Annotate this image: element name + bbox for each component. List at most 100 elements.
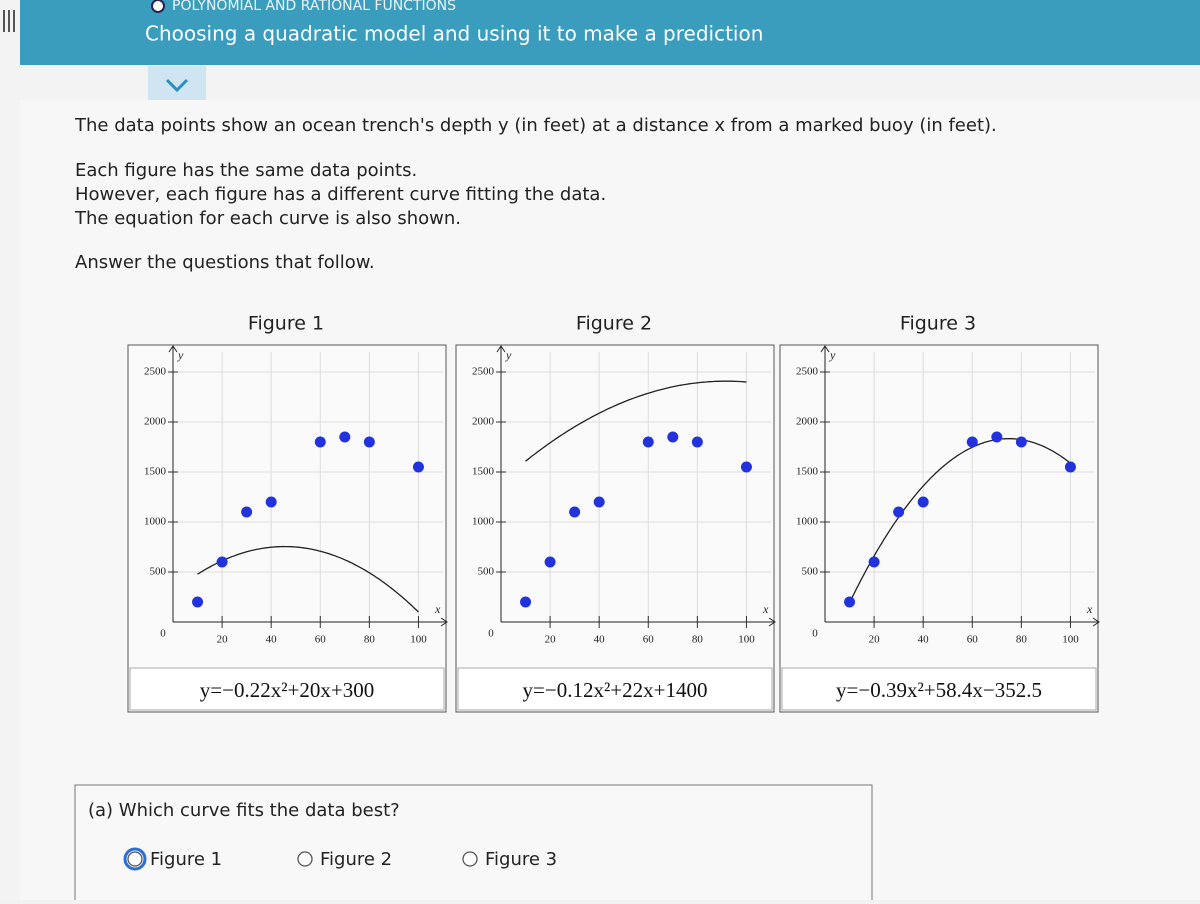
x-tick-label: 100 xyxy=(1062,634,1079,646)
option-label: Figure 2 xyxy=(320,849,392,870)
intro-description: The data points show an ocean trench's d… xyxy=(74,115,997,136)
y-tick-label: 1500 xyxy=(144,466,167,478)
x-tick-label: 100 xyxy=(738,634,755,646)
y-tick-label: 1000 xyxy=(472,516,495,528)
curve-equation: y=−0.39x²+58.4x−352.5 xyxy=(836,678,1042,702)
y-axis-arrow xyxy=(168,345,178,353)
y-tick-label: 1000 xyxy=(144,516,167,528)
chevron-icon xyxy=(165,78,189,93)
data-point xyxy=(569,506,581,518)
x-tick-label: 40 xyxy=(594,634,606,646)
data-point xyxy=(740,461,752,473)
x-tick-label: 20 xyxy=(869,634,881,646)
x-tick-label: 60 xyxy=(643,634,655,646)
topic-icon xyxy=(151,0,165,13)
topic-title: Choosing a quadratic model and using it … xyxy=(145,22,763,46)
data-point xyxy=(1015,436,1027,448)
data-point xyxy=(520,596,532,608)
x-axis-label: x xyxy=(1086,602,1093,616)
y-tick-label: 1500 xyxy=(472,466,495,478)
radio-button[interactable] xyxy=(462,851,478,867)
expand-button[interactable] xyxy=(148,66,206,102)
x-tick-label: 40 xyxy=(918,634,930,646)
data-point xyxy=(544,556,556,568)
curve-equation: y=−0.12x²+22x+1400 xyxy=(523,678,708,702)
data-point xyxy=(893,506,905,518)
intro-prompt: Answer the questions that follow. xyxy=(75,252,375,273)
y-tick-label: 1500 xyxy=(796,466,819,478)
radio-button[interactable] xyxy=(297,851,313,867)
data-point xyxy=(917,496,929,508)
y-axis-label: y xyxy=(505,348,512,362)
radio-focus-ring xyxy=(123,847,147,871)
equation-box xyxy=(457,667,773,711)
y-axis-label: y xyxy=(829,348,836,362)
data-point xyxy=(412,461,424,473)
radio-button[interactable] xyxy=(127,851,143,867)
y-tick-label: 500 xyxy=(478,566,495,578)
data-point xyxy=(991,431,1003,443)
data-point xyxy=(966,436,978,448)
data-point xyxy=(642,436,654,448)
figure-box xyxy=(779,344,1099,713)
x-tick-label: 40 xyxy=(266,634,278,646)
equation-box xyxy=(129,667,445,711)
figure-box xyxy=(127,344,447,713)
x-axis-arrow xyxy=(768,617,776,627)
data-point xyxy=(667,431,679,443)
y-tick-label: 500 xyxy=(802,566,819,578)
y-tick-label: 2000 xyxy=(796,416,819,428)
answer-option[interactable]: Figure 3 xyxy=(462,849,557,870)
data-point xyxy=(339,431,351,443)
topic-category: POLYNOMIAL AND RATIONAL FUNCTIONS xyxy=(172,0,456,14)
x-tick-label: 60 xyxy=(967,634,979,646)
equation-box xyxy=(781,667,1097,711)
data-point xyxy=(192,596,204,608)
question-box xyxy=(74,784,873,904)
x-tick-label: 20 xyxy=(217,634,229,646)
x-tick-label: 80 xyxy=(364,634,376,646)
figure-title: Figure 1 xyxy=(248,313,324,335)
x-axis-arrow xyxy=(1092,617,1100,627)
y-tick-label: 2500 xyxy=(796,366,819,378)
figure-title: Figure 2 xyxy=(576,313,652,335)
menu-icon[interactable] xyxy=(3,10,15,32)
data-point xyxy=(844,596,856,608)
y-tick-label: 2000 xyxy=(472,416,495,428)
answer-option[interactable]: Figure 2 xyxy=(297,849,392,870)
fit-curve xyxy=(848,437,1071,604)
y-axis-arrow xyxy=(820,345,830,353)
y-tick-label: 1000 xyxy=(796,516,819,528)
data-point xyxy=(363,436,375,448)
data-point xyxy=(216,556,228,568)
intro-line: The equation for each curve is also show… xyxy=(74,208,461,229)
data-point xyxy=(593,496,605,508)
data-point xyxy=(265,496,277,508)
y-tick-label: 2000 xyxy=(144,416,167,428)
x-tick-label: 20 xyxy=(545,634,557,646)
data-point xyxy=(241,506,253,518)
intro-line: However, each figure has a different cur… xyxy=(75,184,606,205)
option-label: Figure 3 xyxy=(485,849,557,870)
header-bar xyxy=(20,0,1200,65)
y-axis-label: y xyxy=(177,348,184,362)
x-axis-label: x xyxy=(762,602,769,616)
intro-line: Each figure has the same data points. xyxy=(75,160,417,181)
x-axis-label: x xyxy=(434,602,441,616)
x-tick-label: 80 xyxy=(1016,634,1028,646)
x-axis-arrow xyxy=(440,617,448,627)
fit-curve xyxy=(197,545,419,613)
answer-option[interactable]: Figure 1 xyxy=(123,847,222,871)
data-point xyxy=(691,436,703,448)
y-axis-arrow xyxy=(496,345,506,353)
data-point xyxy=(868,556,880,568)
data-point xyxy=(1064,461,1076,473)
figure-title: Figure 3 xyxy=(900,313,976,335)
y-tick-label: 500 xyxy=(150,566,167,578)
option-label: Figure 1 xyxy=(150,849,222,870)
y-tick-label: 2500 xyxy=(472,366,495,378)
x-tick-label: 80 xyxy=(692,634,704,646)
x-tick-label: 0 xyxy=(812,628,818,640)
